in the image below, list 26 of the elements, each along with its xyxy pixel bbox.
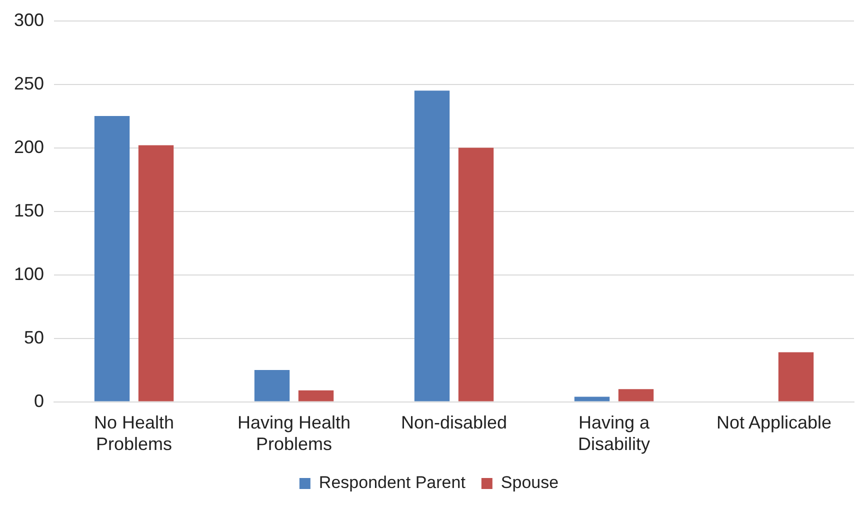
y-tick-label: 0 bbox=[34, 390, 44, 411]
bar bbox=[254, 370, 290, 402]
y-tick-label: 100 bbox=[14, 264, 44, 284]
category-label: Having Health bbox=[237, 412, 351, 433]
legend-label: Spouse bbox=[500, 473, 559, 492]
bar bbox=[414, 90, 450, 402]
bar bbox=[138, 145, 174, 402]
y-tick-label: 50 bbox=[24, 327, 44, 348]
y-tick-label: 150 bbox=[14, 200, 44, 220]
category-label: No Health bbox=[94, 412, 174, 433]
y-tick-label: 300 bbox=[14, 10, 44, 30]
bar bbox=[574, 396, 610, 402]
x-tick-label: Non-disabled bbox=[400, 412, 508, 433]
bar bbox=[298, 390, 334, 402]
category-label: Problems bbox=[96, 434, 172, 454]
bar bbox=[458, 148, 494, 402]
x-tick-label: Not Applicable bbox=[716, 412, 832, 433]
bar bbox=[778, 352, 814, 402]
bar bbox=[618, 389, 654, 402]
y-tick-label: 250 bbox=[14, 73, 44, 94]
category-label: Problems bbox=[256, 434, 332, 454]
y-tick-label: 200 bbox=[14, 136, 44, 157]
category-label: Disability bbox=[578, 434, 650, 454]
category-label: Having a bbox=[578, 412, 650, 433]
legend-label: Respondent Parent bbox=[318, 473, 466, 492]
bar bbox=[94, 116, 130, 402]
